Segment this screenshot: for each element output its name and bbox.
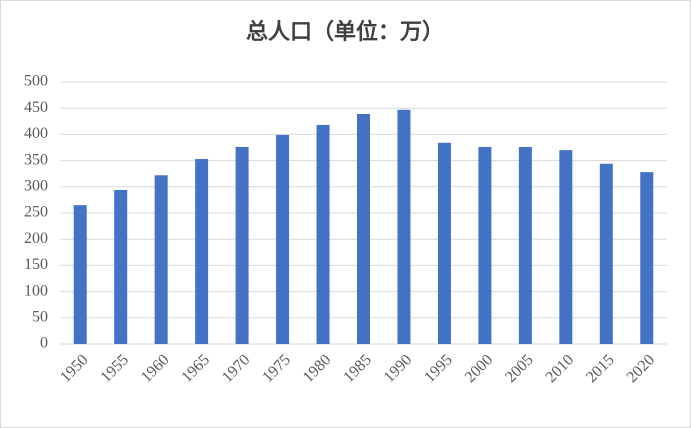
bar: [316, 124, 330, 344]
y-tick-label: 100: [24, 282, 48, 299]
y-tick-label: 450: [24, 99, 48, 116]
bar: [195, 159, 209, 344]
y-tick-label: 250: [24, 204, 48, 221]
y-tick-label: 150: [24, 256, 48, 273]
bar: [518, 146, 532, 344]
bar: [276, 134, 290, 344]
y-tick-label: 200: [24, 230, 48, 247]
bar: [559, 150, 573, 344]
y-tick-label: 300: [24, 177, 48, 194]
bar: [73, 205, 87, 344]
bar: [478, 146, 492, 344]
y-tick-label: 350: [24, 151, 48, 168]
bar: [357, 113, 370, 345]
y-tick-label: 0: [40, 335, 48, 352]
bar: [640, 172, 654, 344]
bar: [437, 142, 451, 344]
bar: [397, 109, 411, 344]
y-tick-label: 400: [24, 125, 48, 142]
chart-title: 总人口（单位：万）: [246, 19, 444, 44]
bar: [599, 163, 613, 344]
bar: [154, 175, 168, 344]
bar: [114, 189, 128, 344]
y-tick-label: 50: [32, 308, 48, 325]
bar: [235, 146, 249, 344]
y-tick-label: 500: [24, 73, 48, 90]
